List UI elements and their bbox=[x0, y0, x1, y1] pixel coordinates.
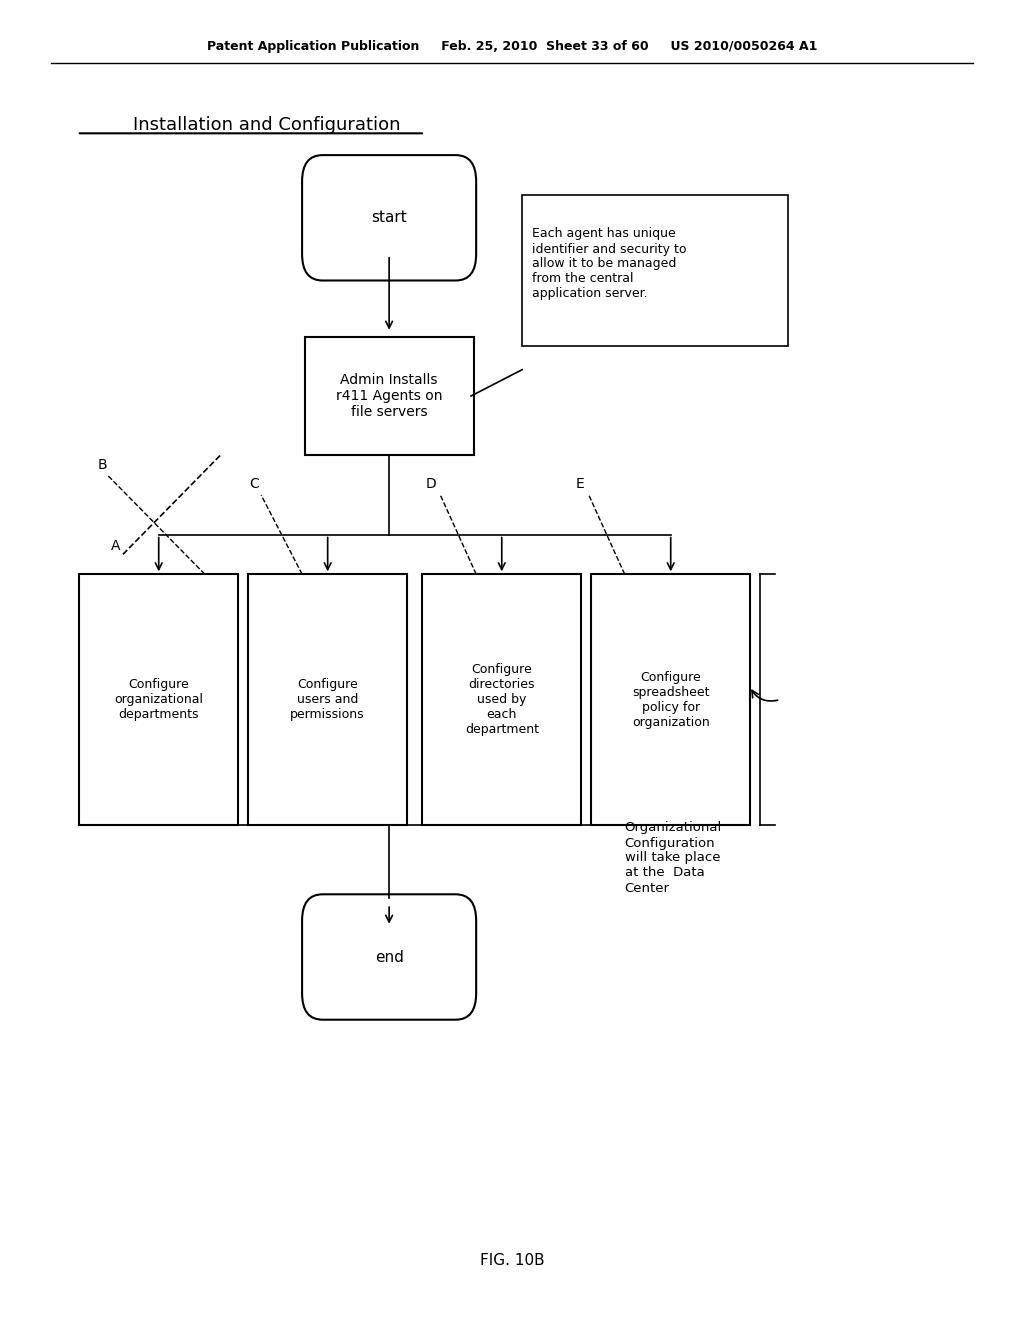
Text: end: end bbox=[375, 949, 403, 965]
Bar bbox=[592, 574, 750, 825]
FancyBboxPatch shape bbox=[302, 156, 476, 281]
Text: Configure
users and
permissions: Configure users and permissions bbox=[291, 678, 365, 721]
Bar bbox=[248, 574, 407, 825]
FancyBboxPatch shape bbox=[302, 895, 476, 1019]
Text: Installation and Configuration: Installation and Configuration bbox=[133, 116, 400, 135]
Bar bbox=[522, 194, 788, 346]
Text: Configure
organizational
departments: Configure organizational departments bbox=[115, 678, 203, 721]
Bar bbox=[305, 337, 473, 455]
Text: start: start bbox=[372, 210, 407, 226]
Text: C: C bbox=[249, 478, 259, 491]
Text: Admin Installs
r411 Agents on
file servers: Admin Installs r411 Agents on file serve… bbox=[336, 372, 442, 420]
Text: Configure
spreadsheet
policy for
organization: Configure spreadsheet policy for organiz… bbox=[632, 671, 710, 729]
Text: Organizational
Configuration
will take place
at the  Data
Center: Organizational Configuration will take p… bbox=[625, 821, 722, 895]
Bar bbox=[80, 574, 238, 825]
Text: E: E bbox=[575, 478, 585, 491]
Text: Each agent has unique
identifier and security to
allow it to be managed
from the: Each agent has unique identifier and sec… bbox=[532, 227, 687, 301]
Text: A: A bbox=[111, 540, 120, 553]
Text: Patent Application Publication     Feb. 25, 2010  Sheet 33 of 60     US 2010/005: Patent Application Publication Feb. 25, … bbox=[207, 40, 817, 53]
Text: Configure
directories
used by
each
department: Configure directories used by each depar… bbox=[465, 663, 539, 737]
Text: D: D bbox=[426, 478, 436, 491]
Text: B: B bbox=[97, 458, 106, 471]
Text: FIG. 10B: FIG. 10B bbox=[479, 1253, 545, 1269]
Bar bbox=[422, 574, 582, 825]
